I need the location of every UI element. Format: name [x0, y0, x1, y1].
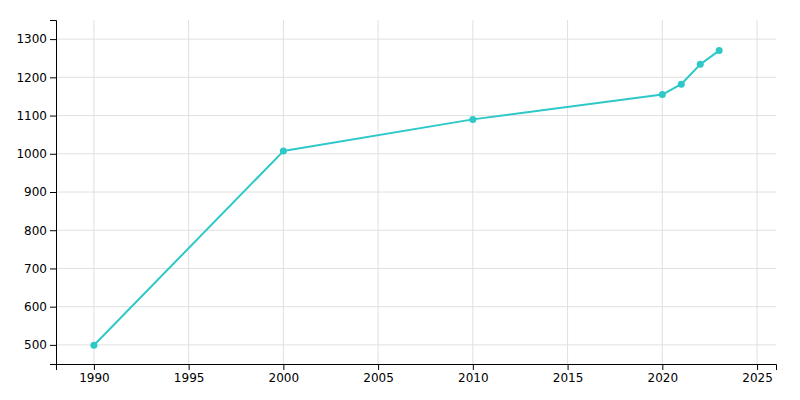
y-tick-mark [50, 307, 56, 308]
x-axis: 1990 1995 2000 2005 2010 2015 2020 2025 [57, 364, 777, 385]
x-tick-label: 2005 [363, 371, 394, 385]
y-tick: 1000 [16, 147, 56, 161]
y-tick-mark [50, 154, 56, 155]
point [716, 47, 723, 54]
x-tick-label: 2025 [742, 371, 773, 385]
y-grid-line [56, 192, 776, 193]
x-tick: 2020 [648, 364, 679, 385]
y-tick-label: 1300 [16, 32, 47, 46]
point [469, 116, 476, 123]
point [678, 81, 685, 88]
y-tick-label: 900 [24, 185, 47, 199]
x-tick-label: 2010 [458, 371, 489, 385]
x-tick-mark [378, 364, 379, 370]
x-tick: 2010 [458, 364, 489, 385]
x-tick: 2005 [363, 364, 394, 385]
x-tick-label: 2000 [269, 371, 300, 385]
x-tick-mark [94, 364, 95, 370]
x-tick-mark [568, 364, 569, 370]
x-tick-label: 2015 [553, 371, 584, 385]
grid [56, 20, 776, 364]
x-tick-mark [189, 364, 190, 370]
y-grid-line [56, 153, 776, 154]
y-tick-label: 500 [24, 338, 47, 352]
chart-container: 1990 1995 2000 2005 2010 2015 2020 2025 500 600 70… [0, 0, 800, 400]
y-tick-mark [50, 116, 56, 117]
y-tick-label: 800 [24, 224, 47, 238]
y-tick-mark [50, 345, 56, 346]
y-grid-line [56, 230, 776, 231]
point [697, 61, 704, 68]
x-tick: 2015 [553, 364, 584, 385]
y-tick: 1100 [16, 109, 56, 123]
y-grid-line [56, 306, 776, 307]
chart-svg: 1990 1995 2000 2005 2010 2015 2020 2025 500 600 70… [0, 0, 800, 400]
x-axis-line [57, 365, 777, 371]
x-tick-label: 1990 [79, 371, 110, 385]
y-tick-label: 1000 [16, 147, 47, 161]
series-group [90, 47, 722, 349]
x-tick: 2025 [742, 364, 773, 385]
y-tick: 900 [24, 185, 56, 199]
y-tick: 500 [24, 338, 56, 352]
x-tick-mark [662, 364, 663, 370]
y-axis: 500 600 700 800 900 1000 1100 1200 1300 [16, 21, 56, 365]
y-tick-label: 1100 [16, 109, 47, 123]
y-tick-label: 1200 [16, 71, 47, 85]
y-tick: 600 [24, 300, 56, 314]
y-tick-label: 600 [24, 300, 47, 314]
y-grid-line [56, 39, 776, 40]
y-tick-label: 700 [24, 262, 47, 276]
x-tick-label: 1995 [174, 371, 205, 385]
y-tick: 700 [24, 262, 56, 276]
x-tick-mark [473, 364, 474, 370]
y-grid-line [56, 115, 776, 116]
line [94, 51, 719, 346]
x-tick-label: 2020 [648, 371, 679, 385]
y-tick-mark [50, 230, 56, 231]
y-tick: 1300 [16, 32, 56, 46]
point [659, 91, 666, 98]
x-tick-mark [283, 364, 284, 370]
plot-area: 1990 1995 2000 2005 2010 2015 2020 2025 500 600 70… [16, 20, 776, 385]
y-tick: 800 [24, 224, 56, 238]
y-tick-mark [50, 268, 56, 269]
point [280, 148, 287, 155]
x-tick: 1990 [79, 364, 110, 385]
y-grid-line [56, 77, 776, 78]
y-tick-mark [50, 192, 56, 193]
x-tick-mark [757, 364, 758, 370]
y-grid-line [56, 344, 776, 345]
y-tick-mark [50, 39, 56, 40]
x-tick: 2000 [269, 364, 300, 385]
y-grid-line [56, 268, 776, 269]
y-tick: 1200 [16, 71, 56, 85]
y-tick-mark [50, 77, 56, 78]
x-tick: 1995 [174, 364, 205, 385]
point [90, 342, 97, 349]
y-axis-line [50, 21, 57, 365]
